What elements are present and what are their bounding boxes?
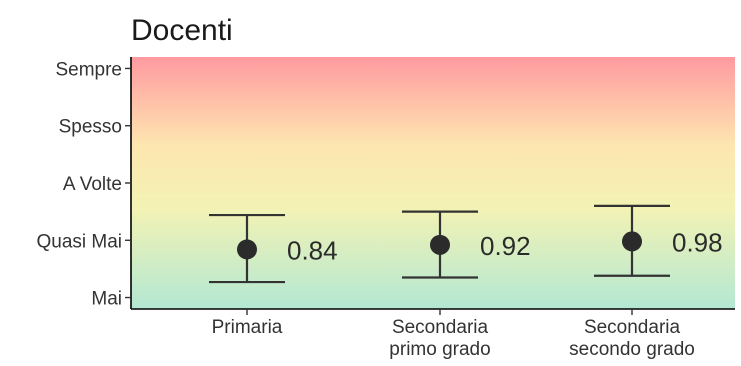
x-tick-label: Primaria (212, 317, 283, 338)
y-tick-label: Spesso (59, 117, 122, 138)
data-point (430, 234, 450, 255)
value-label: 0.84 (287, 235, 338, 265)
y-tick-label: Mai (91, 289, 122, 310)
y-tick-label: Sempre (55, 59, 122, 80)
y-tick-label: Quasi Mai (36, 231, 122, 252)
x-axis: Primaria Secondaria primo grado Secondaria s… (131, 308, 735, 360)
y-axis: Mai Quasi Mai A Volte Spesso Sempre (36, 57, 132, 310)
data-points (237, 231, 642, 260)
x-tick-label: Secondaria primo grado (389, 317, 490, 360)
y-tick-label: A Volte (63, 174, 122, 195)
chart-title: Docenti (131, 14, 233, 47)
value-label: 0.92 (480, 231, 531, 261)
plot-background (131, 57, 735, 309)
x-tick-label: Secondaria secondo grado (569, 317, 695, 360)
data-point (622, 231, 642, 252)
value-labels: 0.84 0.92 0.98 (287, 227, 723, 265)
data-point (237, 239, 257, 260)
value-label: 0.98 (672, 227, 723, 257)
